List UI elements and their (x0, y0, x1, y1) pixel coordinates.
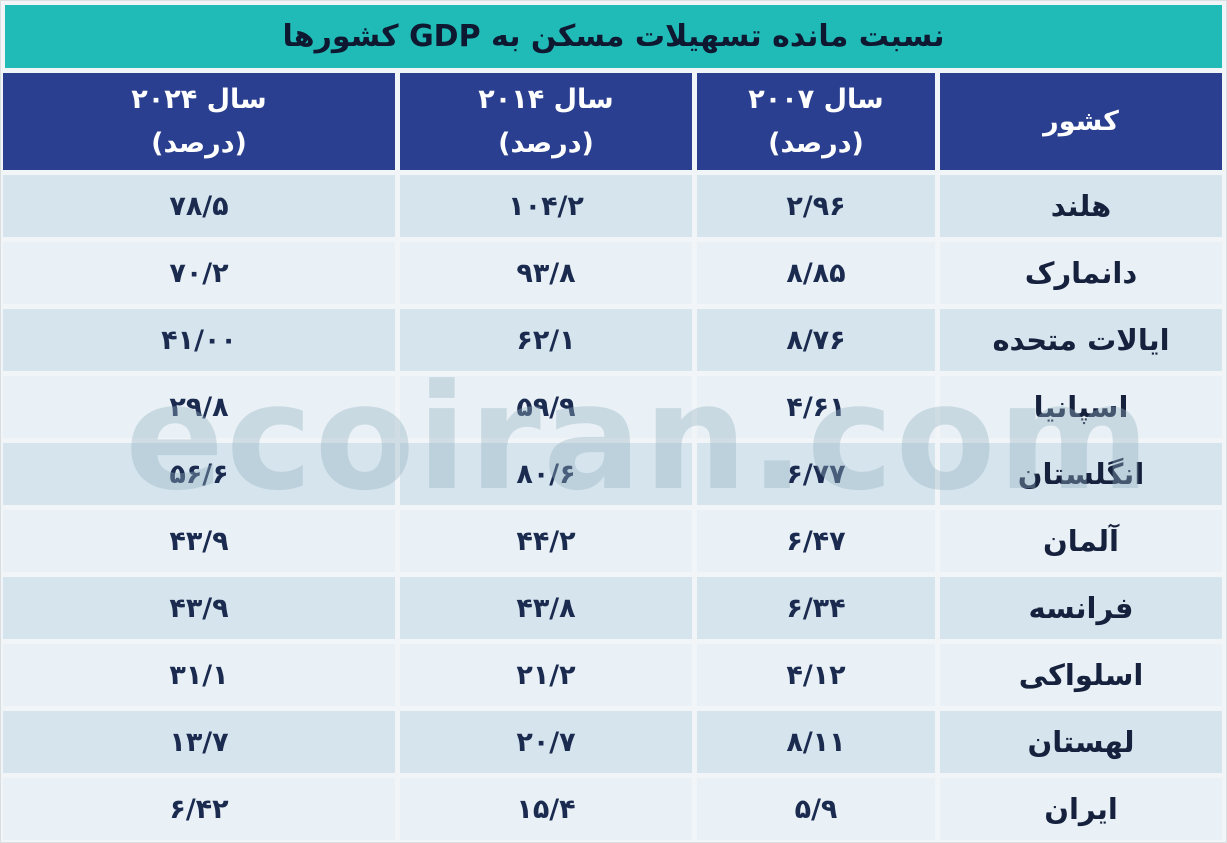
table-title: نسبت مانده تسهیلات مسکن به GDP کشورها (282, 19, 945, 54)
cell-2007: ۲/۹۶ (697, 175, 935, 237)
header-year-2024-label: سال ۲۰۲۴ (131, 83, 267, 115)
cell-country: فرانسه (940, 577, 1222, 639)
table-row: ایالات متحده ۸/۷۶ ۶۲/۱ ۴۱/۰۰ (3, 309, 1222, 371)
cell-2007: ۶/۳۴ (697, 577, 935, 639)
cell-2014: ۵۹/۹ (400, 376, 692, 438)
header-country: کشور (940, 73, 1222, 170)
cell-country: هلند (940, 175, 1222, 237)
cell-2024: ۱۳/۷ (3, 711, 395, 773)
table-row: آلمان ۶/۴۷ ۴۴/۲ ۴۳/۹ (3, 510, 1222, 572)
cell-country: دانمارک (940, 242, 1222, 304)
cell-country: ایران (940, 778, 1222, 840)
cell-2024: ۶/۴۲ (3, 778, 395, 840)
table-row: اسلواکی ۴/۱۲ ۲۱/۲ ۳۱/۱ (3, 644, 1222, 706)
cell-2024: ۴۳/۹ (3, 577, 395, 639)
table-row: دانمارک ۸/۸۵ ۹۳/۸ ۷۰/۲ (3, 242, 1222, 304)
cell-2024: ۵۶/۶ (3, 443, 395, 505)
cell-2014: ۹۳/۸ (400, 242, 692, 304)
table-title-bar: نسبت مانده تسهیلات مسکن به GDP کشورها (5, 5, 1222, 68)
header-year-2014-label: سال ۲۰۱۴ (478, 83, 614, 115)
table-row: فرانسه ۶/۳۴ ۴۳/۸ ۴۳/۹ (3, 577, 1222, 639)
header-country-label: کشور (1043, 105, 1119, 137)
cell-2007: ۴/۱۲ (697, 644, 935, 706)
cell-country: آلمان (940, 510, 1222, 572)
header-year-2024: سال ۲۰۲۴ (درصد) (3, 73, 395, 170)
cell-2007: ۸/۱۱ (697, 711, 935, 773)
cell-2007: ۶/۷۷ (697, 443, 935, 505)
header-year-2024-sub: (درصد) (151, 127, 247, 159)
table-row: ایران ۵/۹ ۱۵/۴ ۶/۴۲ (3, 778, 1222, 840)
cell-2024: ۲۹/۸ (3, 376, 395, 438)
cell-2024: ۷۸/۵ (3, 175, 395, 237)
cell-2024: ۴۱/۰۰ (3, 309, 395, 371)
table-row: انگلستان ۶/۷۷ ۸۰/۶ ۵۶/۶ (3, 443, 1222, 505)
cell-country: لهستان (940, 711, 1222, 773)
cell-country: اسپانیا (940, 376, 1222, 438)
table-row: لهستان ۸/۱۱ ۲۰/۷ ۱۳/۷ (3, 711, 1222, 773)
cell-2024: ۳۱/۱ (3, 644, 395, 706)
header-year-2014: سال ۲۰۱۴ (درصد) (400, 73, 692, 170)
cell-2014: ۲۰/۷ (400, 711, 692, 773)
cell-2007: ۸/۸۵ (697, 242, 935, 304)
cell-country: ایالات متحده (940, 309, 1222, 371)
cell-2014: ۲۱/۲ (400, 644, 692, 706)
cell-2014: ۴۳/۸ (400, 577, 692, 639)
cell-2014: ۶۲/۱ (400, 309, 692, 371)
table-row: هلند ۲/۹۶ ۱۰۴/۲ ۷۸/۵ (3, 175, 1222, 237)
cell-2014: ۱۵/۴ (400, 778, 692, 840)
table-header-row: کشور سال ۲۰۰۷ (درصد) سال ۲۰۱۴ (درصد) سال… (3, 73, 1222, 170)
cell-2007: ۶/۴۷ (697, 510, 935, 572)
table-row: اسپانیا ۴/۶۱ ۵۹/۹ ۲۹/۸ (3, 376, 1222, 438)
cell-2014: ۸۰/۶ (400, 443, 692, 505)
header-year-2014-sub: (درصد) (498, 127, 594, 159)
header-year-2007-label: سال ۲۰۰۷ (748, 83, 884, 115)
cell-2024: ۴۳/۹ (3, 510, 395, 572)
header-year-2007-sub: (درصد) (768, 127, 864, 159)
cell-2007: ۴/۶۱ (697, 376, 935, 438)
cell-2007: ۵/۹ (697, 778, 935, 840)
cell-2014: ۴۴/۲ (400, 510, 692, 572)
cell-country: اسلواکی (940, 644, 1222, 706)
cell-2007: ۸/۷۶ (697, 309, 935, 371)
cell-2024: ۷۰/۲ (3, 242, 395, 304)
cell-2014: ۱۰۴/۲ (400, 175, 692, 237)
cell-country: انگلستان (940, 443, 1222, 505)
header-year-2007: سال ۲۰۰۷ (درصد) (697, 73, 935, 170)
